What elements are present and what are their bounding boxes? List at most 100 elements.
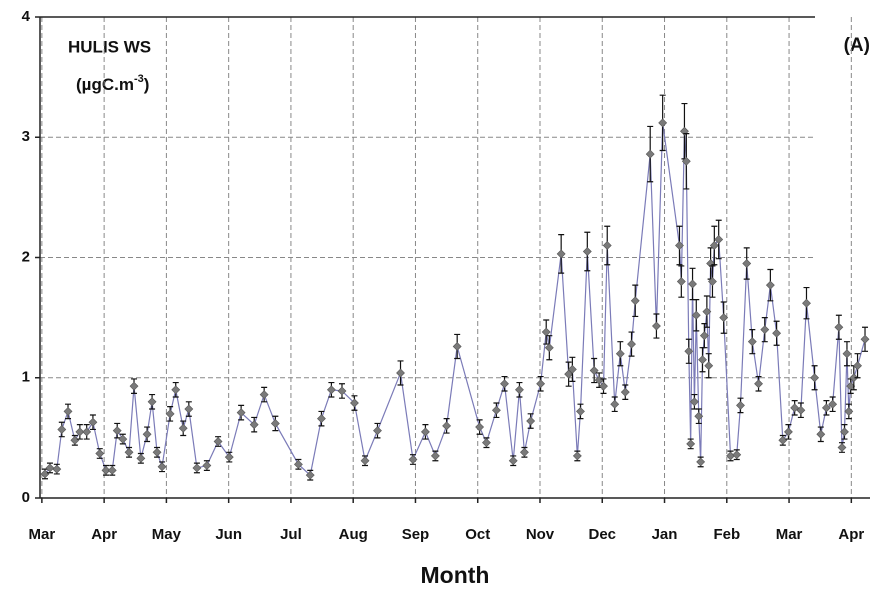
- data-point: [816, 429, 826, 439]
- data-point: [610, 399, 620, 409]
- data-point: [688, 279, 697, 289]
- data-point: [732, 450, 742, 460]
- data-line: [44, 122, 866, 477]
- data-point: [706, 259, 716, 268]
- data-point: [810, 373, 820, 383]
- x-tick-label: Nov: [526, 526, 555, 543]
- data-point: [821, 403, 831, 413]
- data-point: [772, 328, 782, 338]
- data-point: [760, 325, 770, 335]
- data-point: [213, 437, 223, 446]
- data-point: [452, 342, 462, 351]
- data-point: [317, 414, 326, 424]
- data-point: [82, 427, 92, 437]
- data-point: [627, 339, 636, 349]
- x-tick-label: Jul: [280, 526, 302, 543]
- x-tick-label: Jun: [215, 526, 242, 543]
- data-point: [536, 379, 546, 389]
- data-point: [652, 321, 661, 331]
- data-point: [691, 310, 701, 320]
- data-point: [152, 447, 162, 457]
- data-point: [620, 387, 630, 397]
- data-point: [704, 361, 714, 371]
- data-point: [192, 463, 202, 473]
- data-point: [184, 404, 194, 414]
- data-point: [396, 368, 405, 378]
- y-tick-label: 1: [22, 369, 30, 386]
- data-point: [515, 385, 524, 395]
- unit-sup: -3: [134, 73, 144, 85]
- data-point: [475, 422, 485, 432]
- data-point: [88, 417, 98, 427]
- data-point: [702, 307, 712, 317]
- x-tick-label: Jan: [652, 526, 678, 543]
- data-point: [564, 369, 574, 379]
- data-point: [142, 429, 152, 439]
- data-point: [500, 379, 509, 389]
- data-point: [326, 385, 336, 395]
- data-point: [567, 364, 577, 374]
- data-point: [373, 426, 382, 436]
- data-point: [686, 439, 696, 449]
- data-point: [420, 427, 430, 437]
- x-axis-label: Month: [421, 562, 490, 588]
- data-point: [442, 421, 452, 431]
- annotation-unit: (µgC.m-3): [76, 73, 149, 95]
- data-point: [178, 423, 188, 433]
- data-point: [157, 462, 167, 472]
- data-point: [790, 403, 800, 413]
- data-point: [645, 149, 655, 159]
- data-point: [576, 406, 585, 416]
- data-point: [658, 118, 668, 128]
- data-point: [305, 470, 315, 480]
- data-point: [714, 235, 724, 244]
- data-point: [853, 361, 862, 371]
- data-point: [57, 425, 67, 434]
- data-point: [112, 426, 122, 436]
- data-point: [784, 427, 793, 437]
- data-point: [129, 381, 139, 391]
- panel-label: (A): [844, 35, 870, 56]
- data-point: [699, 331, 709, 341]
- data-point: [63, 406, 73, 416]
- data-point: [224, 452, 234, 462]
- data-point: [482, 438, 491, 448]
- data-point: [95, 449, 105, 458]
- data-point: [675, 241, 684, 250]
- data-point: [236, 408, 246, 418]
- y-tick-label: 0: [22, 489, 30, 506]
- data-point: [840, 427, 849, 437]
- data-point: [602, 241, 612, 250]
- data-point: [696, 457, 706, 467]
- data-point: [736, 400, 745, 410]
- data-point: [709, 241, 719, 250]
- data-point: [259, 390, 269, 400]
- data-point: [582, 247, 592, 256]
- data-point: [350, 398, 359, 408]
- data-point: [508, 456, 518, 466]
- data-point: [754, 379, 763, 389]
- data-point: [430, 451, 440, 461]
- data-point: [75, 427, 85, 437]
- x-tick-label: Aug: [339, 526, 368, 543]
- data-point: [526, 416, 536, 426]
- data-point: [719, 313, 729, 323]
- data-point: [681, 156, 691, 166]
- data-point: [337, 386, 347, 396]
- data-point: [828, 399, 838, 409]
- data-point: [796, 405, 806, 415]
- x-tick-label: May: [152, 526, 182, 543]
- data-point: [124, 447, 134, 457]
- data-point: [556, 249, 566, 259]
- data-point: [842, 349, 852, 359]
- data-point: [726, 451, 735, 461]
- x-tick-label: Mar: [29, 526, 56, 543]
- data-point: [101, 465, 111, 475]
- data-point: [778, 435, 788, 445]
- data-point: [270, 419, 280, 428]
- data-point: [599, 381, 608, 391]
- data-point: [118, 434, 128, 444]
- data-point: [747, 337, 757, 347]
- data-point: [45, 463, 55, 473]
